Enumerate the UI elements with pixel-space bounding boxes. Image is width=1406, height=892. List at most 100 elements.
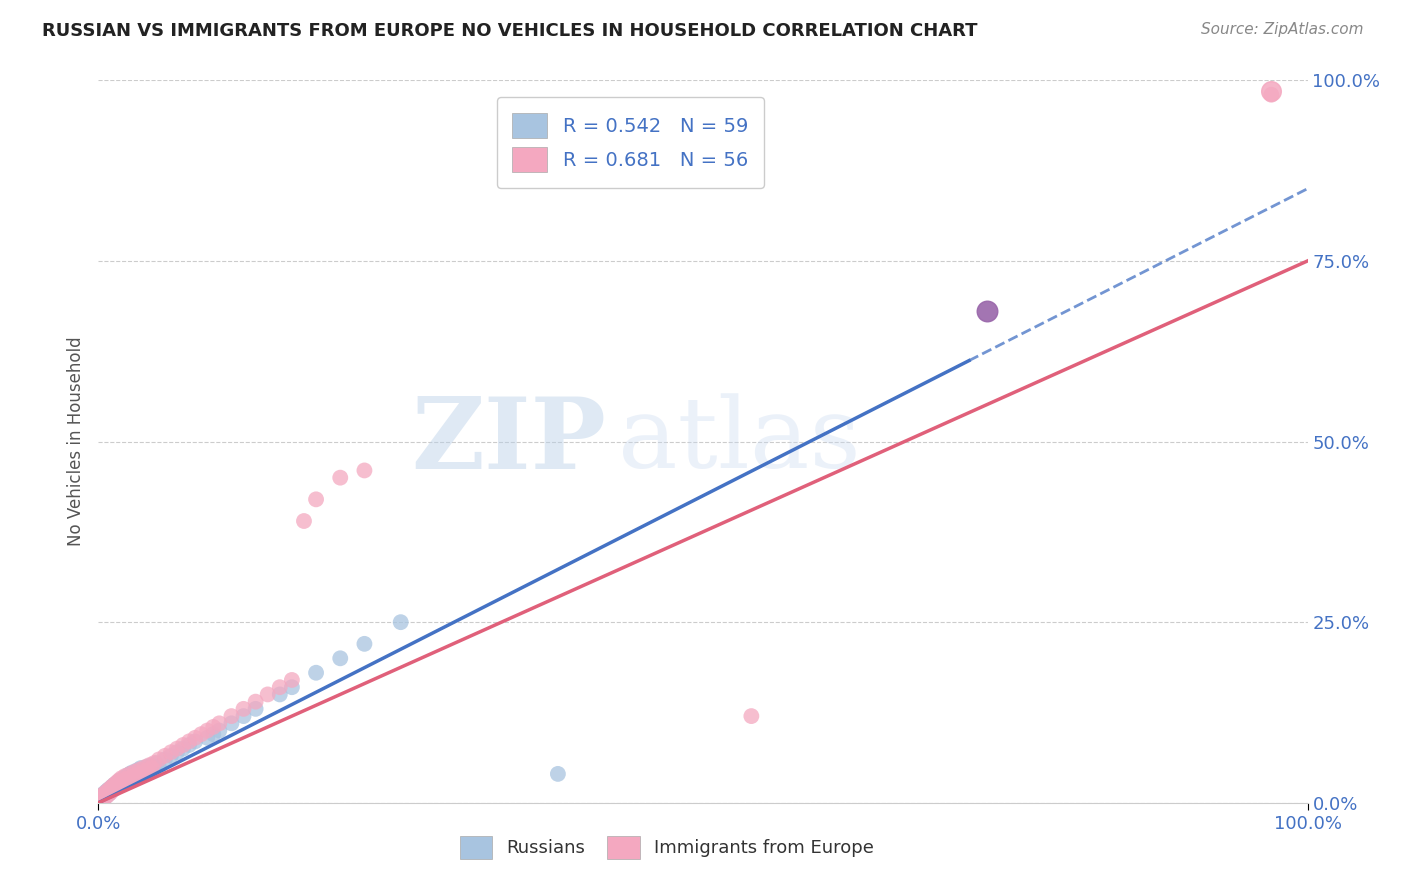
- Point: [232, 702, 254, 716]
- Point: [128, 763, 150, 777]
- Point: [97, 782, 120, 797]
- Point: [101, 782, 124, 797]
- Point: [108, 776, 131, 790]
- Point: [221, 709, 243, 723]
- Point: [110, 771, 132, 785]
- Point: [91, 789, 114, 803]
- Point: [114, 771, 136, 785]
- Point: [89, 789, 111, 803]
- Point: [132, 764, 155, 779]
- Point: [305, 665, 328, 680]
- Point: [141, 758, 163, 772]
- Point: [138, 764, 160, 778]
- Text: atlas: atlas: [619, 393, 860, 490]
- Point: [117, 772, 139, 786]
- Point: [148, 752, 170, 766]
- Text: RUSSIAN VS IMMIGRANTS FROM EUROPE NO VEHICLES IN HOUSEHOLD CORRELATION CHART: RUSSIAN VS IMMIGRANTS FROM EUROPE NO VEH…: [42, 22, 977, 40]
- Point: [184, 734, 207, 748]
- Point: [190, 727, 212, 741]
- Point: [110, 772, 132, 787]
- Point: [740, 709, 762, 723]
- Point: [184, 731, 207, 745]
- Point: [100, 781, 122, 796]
- Point: [160, 745, 183, 759]
- Point: [256, 687, 278, 701]
- Point: [98, 786, 121, 800]
- Point: [353, 463, 375, 477]
- Point: [107, 779, 129, 793]
- Point: [1260, 84, 1282, 98]
- Point: [135, 760, 157, 774]
- Point: [208, 723, 231, 738]
- Point: [105, 776, 128, 790]
- Point: [93, 790, 115, 805]
- Point: [96, 789, 118, 803]
- Point: [179, 738, 201, 752]
- Text: Source: ZipAtlas.com: Source: ZipAtlas.com: [1201, 22, 1364, 37]
- Point: [166, 741, 188, 756]
- Point: [138, 758, 160, 772]
- Point: [166, 745, 188, 759]
- Point: [245, 702, 267, 716]
- Point: [108, 773, 131, 788]
- Point: [93, 787, 115, 801]
- Point: [115, 774, 138, 789]
- Point: [96, 784, 118, 798]
- Point: [221, 716, 243, 731]
- Point: [121, 770, 143, 784]
- Point: [143, 756, 166, 770]
- Point: [104, 781, 127, 796]
- Point: [118, 772, 141, 786]
- Point: [104, 780, 127, 795]
- Point: [208, 716, 231, 731]
- Point: [172, 741, 194, 756]
- Point: [153, 748, 176, 763]
- Point: [329, 470, 352, 484]
- Point: [141, 761, 163, 775]
- Point: [127, 767, 149, 781]
- Point: [100, 784, 122, 798]
- Point: [143, 761, 166, 775]
- Point: [131, 765, 153, 780]
- Point: [148, 760, 170, 774]
- Point: [91, 790, 114, 805]
- Point: [89, 790, 111, 805]
- Point: [91, 793, 114, 807]
- Point: [134, 760, 156, 774]
- Point: [90, 792, 112, 806]
- Point: [124, 764, 146, 779]
- Point: [195, 723, 218, 738]
- Point: [1260, 87, 1282, 102]
- Point: [245, 695, 267, 709]
- Point: [145, 756, 167, 770]
- Point: [90, 792, 112, 806]
- Point: [353, 637, 375, 651]
- Text: ZIP: ZIP: [412, 393, 606, 490]
- Point: [114, 769, 136, 783]
- Point: [107, 779, 129, 793]
- Point: [195, 731, 218, 745]
- Point: [281, 680, 304, 694]
- Point: [101, 782, 124, 797]
- Point: [108, 774, 131, 789]
- Point: [103, 778, 125, 792]
- Point: [281, 673, 304, 687]
- Point: [269, 687, 291, 701]
- Point: [179, 734, 201, 748]
- Point: [135, 764, 157, 778]
- Point: [127, 764, 149, 778]
- Point: [118, 767, 141, 781]
- Point: [121, 765, 143, 780]
- Point: [111, 775, 134, 789]
- Point: [389, 615, 412, 630]
- Point: [269, 680, 291, 694]
- Point: [976, 304, 998, 318]
- Point: [329, 651, 352, 665]
- Point: [202, 720, 225, 734]
- Legend: Russians, Immigrants from Europe: Russians, Immigrants from Europe: [453, 829, 882, 866]
- Point: [91, 794, 114, 808]
- Point: [98, 782, 121, 797]
- Point: [93, 786, 115, 800]
- Point: [124, 768, 146, 782]
- Point: [127, 767, 149, 781]
